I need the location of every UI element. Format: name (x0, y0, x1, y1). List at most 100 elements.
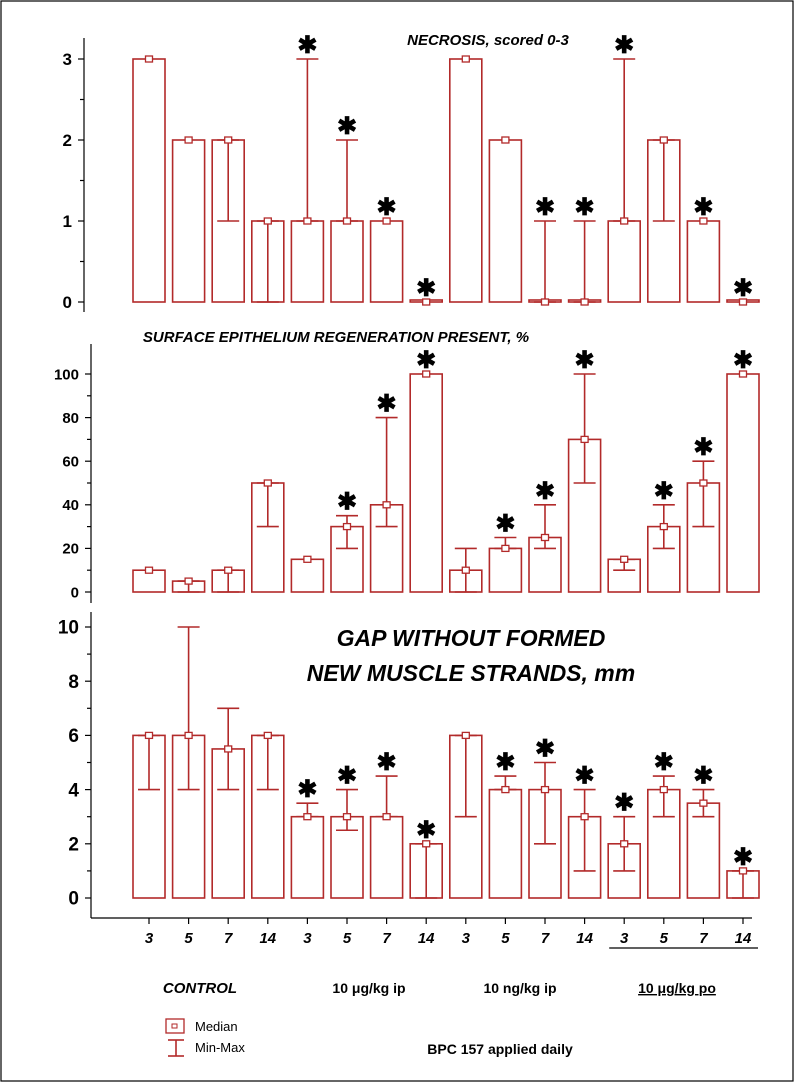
panel3-significance-star: ✱ (337, 763, 357, 790)
panel3-significance-star: ✱ (733, 844, 753, 871)
panel1-significance-star: ✱ (337, 113, 357, 140)
panel2-significance-star: ✱ (693, 434, 713, 461)
panel2-median-marker (184, 577, 193, 585)
panel2-median-marker (224, 566, 233, 574)
panel2-median-marker (382, 501, 391, 509)
panel2-median-marker (501, 544, 510, 553)
panel1-bar (290, 220, 325, 303)
panel1-median-marker (659, 136, 668, 144)
panel3-significance-star: ✱ (495, 749, 515, 776)
panel1-median-marker (224, 136, 233, 144)
panel2-median-marker (659, 522, 668, 531)
panel1-significance-star: ✱ (575, 194, 595, 221)
group-label-control: CONTROL (163, 980, 237, 997)
x-tick-label: 3 (620, 930, 629, 947)
x-tick-label: 14 (735, 930, 752, 947)
panel3-median-marker (540, 785, 550, 794)
legend-median-label: Median (195, 1019, 238, 1034)
panel2-median-marker (263, 479, 272, 487)
panel1-median-marker (738, 298, 748, 306)
panel1-significance-star: ✱ (733, 275, 753, 302)
panel2-significance-star: ✱ (575, 347, 595, 374)
panel1-median-marker (382, 217, 391, 225)
panel1-median-marker (342, 217, 352, 225)
x-tick-label: 3 (462, 930, 471, 947)
x-tick-label: 5 (660, 930, 669, 947)
panel1-tick-label: 3 (63, 50, 72, 69)
panel3-median-marker (422, 840, 431, 848)
panel3-bar (488, 788, 523, 899)
panel3-title-line2: NEW MUSCLE STRANDS, mm (307, 660, 635, 686)
panel2-bar (330, 525, 364, 593)
panel1-bar (171, 139, 206, 303)
panel2-tick-label: 20 (62, 541, 79, 558)
panel3-median-marker (580, 813, 589, 821)
x-tick-label: 7 (699, 930, 708, 947)
x-tick-label: 14 (418, 930, 435, 947)
panel2-significance-star: ✱ (416, 347, 436, 374)
panel2-median-marker (422, 370, 431, 378)
panel1-significance-star: ✱ (614, 32, 634, 59)
panel1-significance-star: ✱ (693, 194, 713, 221)
panel2-significance-star: ✱ (654, 478, 674, 505)
x-tick-label: 7 (382, 930, 391, 947)
panel1-title: NECROSIS, scored 0-3 (407, 32, 569, 49)
panel1-median-marker (501, 136, 510, 144)
panel3-significance-star: ✱ (575, 763, 595, 790)
panel1-significance-star: ✱ (535, 194, 555, 221)
panel3-median-marker (738, 867, 748, 875)
panel1-median-marker (580, 298, 589, 306)
panel1-median-marker (620, 217, 629, 225)
panel2-bar (488, 547, 523, 593)
panel1-median-marker (422, 298, 431, 306)
x-tick-label: 7 (541, 930, 550, 947)
panel1-bar (330, 220, 364, 303)
x-tick-label: 5 (184, 930, 193, 947)
panel3-tick-label: 6 (68, 726, 79, 747)
x-tick-label: 5 (343, 930, 352, 947)
panel2-significance-star: ✱ (535, 478, 555, 505)
x-tick-label: 14 (259, 930, 276, 947)
panel3-bar (686, 802, 721, 899)
group-label-ug-ip: 10 μg/kg ip (332, 980, 405, 996)
panel2-median-marker (303, 555, 312, 563)
panel1-tick-label: 2 (63, 131, 72, 150)
panel2-median-marker (540, 533, 550, 542)
panel1-median-marker (184, 136, 193, 144)
x-tick-label: 5 (501, 930, 510, 947)
panel3-significance-star: ✱ (535, 736, 555, 763)
panel3-median-marker (699, 799, 708, 807)
panel2-bar (726, 373, 760, 593)
panel3-tick-label: 10 (58, 618, 79, 639)
panel3-median-marker (303, 813, 312, 821)
x-tick-label: 3 (303, 930, 312, 947)
panel3-median-marker (224, 745, 233, 753)
panel3-significance-star: ✱ (377, 749, 397, 776)
legend-minmax-label: Min-Max (195, 1040, 245, 1055)
panel2-bar (409, 373, 444, 593)
panel2-tick-label: 100 (54, 366, 79, 383)
panel2-significance-star: ✱ (733, 347, 753, 374)
panel1-median-marker (699, 217, 708, 225)
panel1-median-marker (461, 55, 470, 63)
panel2-tick-label: 40 (62, 497, 79, 514)
panel1-median-marker (263, 217, 272, 225)
panel3-median-marker (342, 813, 352, 821)
x-tick-label: 14 (576, 930, 593, 947)
panel3-significance-star: ✱ (614, 790, 634, 817)
panel2-significance-star: ✱ (377, 391, 397, 418)
panel3-median-marker (659, 785, 668, 794)
panel2-tick-label: 60 (62, 453, 79, 470)
panel1-bar (369, 220, 404, 303)
panel2-median-marker (144, 566, 154, 574)
x-tick-label: 7 (224, 930, 233, 947)
panel3-median-marker (620, 840, 629, 848)
group-label-ug-po: 10 μg/kg po (638, 980, 716, 996)
panel3-median-marker (501, 785, 510, 794)
panel2-tick-label: 0 (71, 584, 79, 601)
panel3-tick-label: 2 (68, 834, 79, 855)
panel1-significance-star: ✱ (416, 275, 436, 302)
